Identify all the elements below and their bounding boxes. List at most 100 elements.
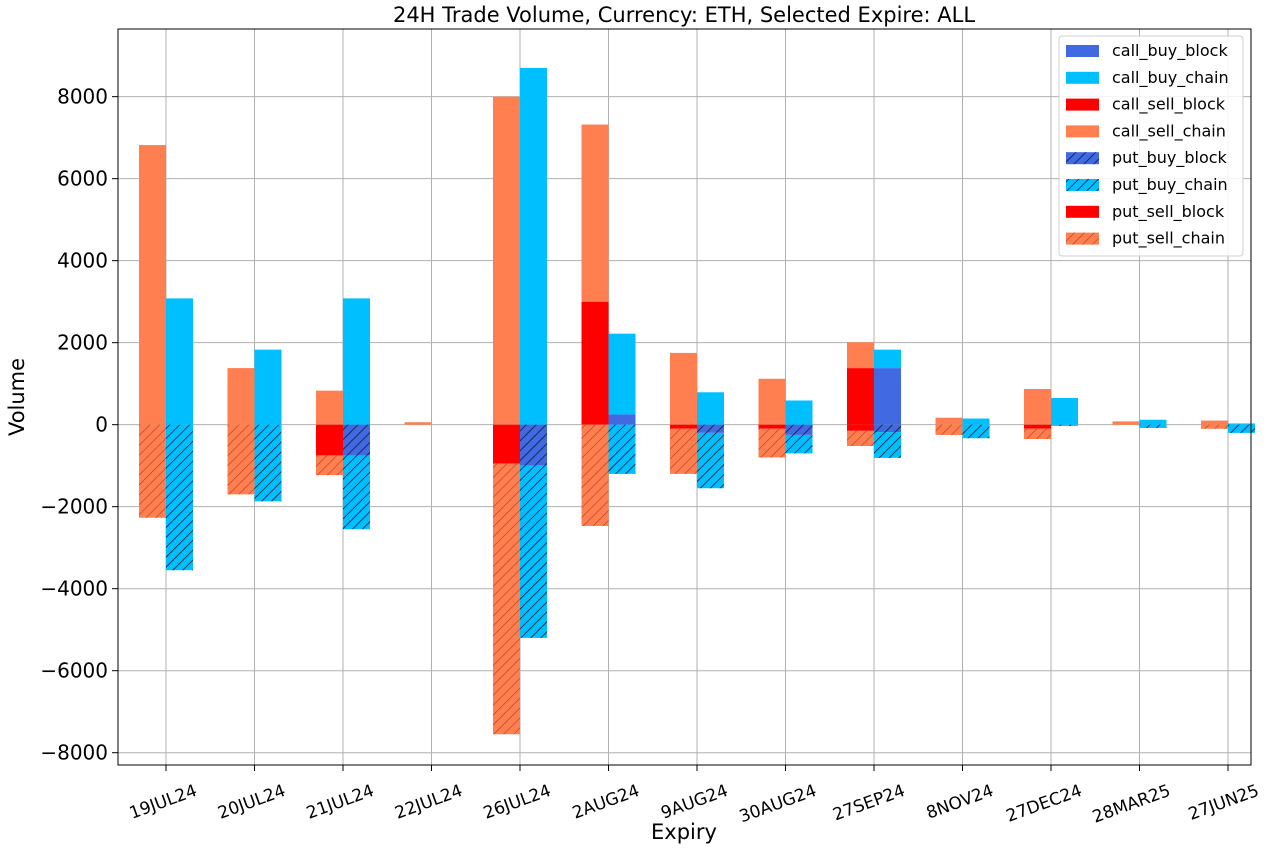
bar-hatch-overlay: [697, 424, 724, 433]
x-tick-label: 9AUG24: [658, 781, 730, 824]
x-tick-label: 30AUG24: [737, 781, 820, 827]
bar-hatch-overlay: [608, 424, 636, 474]
y-tick-label: 0: [95, 413, 108, 437]
bar-call-sell-chain: [493, 96, 520, 425]
legend-label: call_buy_block: [1112, 41, 1228, 61]
bar-call-buy-chain: [520, 67, 547, 425]
bar-hatch-overlay: [697, 432, 724, 489]
bar-hatch-overlay: [785, 424, 813, 435]
bar-hatch-overlay: [166, 424, 193, 571]
bar-hatch-overlay: [1201, 424, 1228, 429]
bar-hatch-overlay: [343, 424, 370, 456]
bar-call-sell-chain: [935, 417, 963, 425]
bar-put-sell-block: [1024, 424, 1051, 429]
bar-call-sell-chain: [404, 422, 432, 425]
legend-swatch-hatch: [1066, 179, 1099, 191]
bar-hatch-overlay: [1051, 424, 1078, 426]
bar-call-buy-chain: [254, 349, 282, 425]
legend-label: put_sell_chain: [1112, 229, 1225, 249]
bar-call-sell-chain: [758, 378, 786, 425]
legend-label: call_buy_chain: [1112, 68, 1229, 88]
bar-call-sell-chain: [670, 352, 697, 425]
bar-hatch-overlay: [758, 428, 786, 458]
legend-swatch-hatch: [1066, 232, 1099, 245]
x-tick-label: 27DEC24: [1004, 781, 1085, 827]
x-tick-label: 27SEP24: [830, 781, 907, 825]
x-tick-label: 20JUL24: [215, 781, 288, 824]
plot-frame: [117, 28, 1252, 766]
bar-call-buy-chain: [785, 400, 813, 425]
bars: [139, 67, 1255, 735]
bar-call-buy-chain: [608, 333, 636, 415]
bar-call-sell-block: [847, 368, 874, 425]
y-axis-label: Volume: [5, 358, 29, 436]
legend-swatch: [1066, 125, 1099, 138]
bar-hatch-overlay: [847, 430, 874, 446]
bar-call-sell-block: [581, 301, 609, 425]
x-tick-label: 19JUL24: [127, 781, 200, 824]
bar-hatch-overlay: [785, 434, 813, 454]
legend: call_buy_block call_buy_chain call_sell_bl…: [1058, 35, 1244, 257]
bar-hatch-overlay: [493, 463, 520, 735]
legend-label: put_buy_block: [1112, 148, 1228, 168]
bar-hatch-overlay: [581, 424, 609, 526]
bar-call-sell-chain: [316, 390, 343, 425]
bar-call-buy-block: [874, 368, 901, 425]
legend-swatch: [1066, 71, 1099, 84]
bar-call-sell-chain: [139, 145, 166, 425]
bar-put-sell-block: [847, 424, 874, 431]
bar-hatch-overlay: [1228, 424, 1255, 433]
x-tick-label: 8NOV24: [924, 781, 997, 824]
legend-swatch: [1066, 205, 1099, 218]
x-tick-label: 26JUL24: [481, 781, 554, 824]
y-tick-label: −6000: [40, 659, 108, 683]
bar-put-sell-block: [493, 424, 520, 464]
bar-call-buy-chain: [962, 418, 990, 425]
bar-hatch-overlay: [874, 424, 901, 433]
bar-hatch-overlay: [139, 424, 166, 518]
bar-put-sell-block: [670, 424, 697, 429]
y-tick-label: 2000: [57, 331, 108, 355]
bar-hatch-overlay: [935, 424, 963, 435]
bar-call-buy-chain: [1139, 419, 1167, 425]
y-tick-label: 8000: [57, 85, 108, 109]
bar-call-sell-chain: [227, 368, 255, 425]
bar-hatch-overlay: [343, 455, 370, 530]
legend-label: call_sell_block: [1112, 95, 1226, 115]
bar-call-sell-chain: [581, 124, 609, 302]
bar-call-buy-chain: [343, 298, 370, 425]
bar-call-buy-block: [608, 414, 636, 425]
y-tick-label: −8000: [40, 741, 108, 765]
bar-call-sell-chain: [1201, 420, 1228, 425]
bar-hatch-overlay: [1139, 424, 1167, 428]
legend-label: put_sell_block: [1112, 202, 1225, 222]
y-tick-label: −4000: [40, 577, 108, 601]
y-tick-label: 6000: [57, 167, 108, 191]
bar-put-sell-block: [316, 424, 343, 456]
bar-hatch-overlay: [670, 428, 697, 474]
bar-call-buy-chain: [697, 392, 724, 425]
chart-title: 24H Trade Volume, Currency: ETH, Selecte…: [393, 3, 975, 27]
bar-call-sell-chain: [1024, 389, 1051, 425]
bar-hatch-overlay: [520, 465, 547, 638]
bar-call-buy-chain: [874, 349, 901, 369]
bar-hatch-overlay: [316, 455, 343, 476]
legend-swatch: [1066, 45, 1099, 57]
bar-hatch-overlay: [227, 424, 255, 495]
legend-label: put_buy_chain: [1112, 175, 1228, 195]
bar-put-sell-block: [758, 424, 786, 429]
x-tick-label: 22JUL24: [392, 781, 465, 824]
bar-call-buy-chain: [1228, 423, 1255, 425]
bar-hatch-overlay: [962, 424, 990, 439]
legend-swatch-hatch: [1066, 152, 1099, 165]
bar-hatch-overlay: [1024, 428, 1051, 440]
bar-call-buy-chain: [166, 298, 193, 425]
bar-call-sell-chain: [1112, 421, 1140, 425]
x-tick-label: 27JUN25: [1186, 781, 1262, 825]
y-tick-label: 4000: [57, 249, 108, 273]
legend-label: call_sell_chain: [1112, 121, 1226, 141]
legend-box: [1058, 35, 1244, 257]
x-tick-label: 21JUL24: [304, 781, 377, 824]
x-ticks: 19JUL24 20JUL24 21JUL24 22JUL24 26JUL24 2AUG2…: [127, 765, 1262, 828]
